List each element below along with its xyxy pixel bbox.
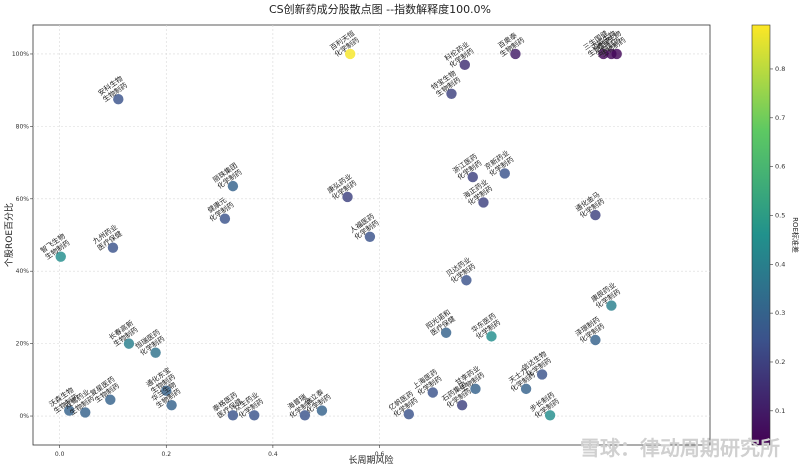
x-tick-label: 0.0 xyxy=(55,451,65,458)
x-axis-label: 长周期风险 xyxy=(348,454,393,466)
scatter-point xyxy=(427,387,439,398)
colorbar-tick-label: 0.3 xyxy=(775,309,785,317)
scatter-point xyxy=(161,385,172,396)
y-tick-label: 40% xyxy=(16,268,30,275)
y-tick-label: 100% xyxy=(12,51,29,58)
colorbar-ticks: 0.1 0.2 0.3 0.4 0.5 0.6 0.7 0.8 xyxy=(770,65,785,415)
scatter-point xyxy=(113,94,124,105)
scatter-point xyxy=(459,59,470,71)
scatter-point xyxy=(544,410,556,421)
colorbar-label: ROE标准差 xyxy=(791,217,800,253)
chart-title: CS创新药成分股散点图 --指数解释度100.0% xyxy=(269,2,491,16)
scatter-point xyxy=(611,48,622,60)
y-tick-label: 20% xyxy=(16,341,30,348)
colorbar-tick-label: 0.5 xyxy=(775,211,785,219)
y-tick-label: 0% xyxy=(19,413,29,420)
scatter-point xyxy=(510,48,521,60)
scatter-point xyxy=(606,300,617,311)
data-points xyxy=(55,48,622,421)
scatter-point xyxy=(520,383,532,395)
colorbar-tick-label: 0.2 xyxy=(775,358,785,366)
colorbar-tick-label: 0.4 xyxy=(775,260,785,268)
watermark: 雪球：律动周期研究所 xyxy=(580,436,780,460)
scatter-point xyxy=(219,213,231,224)
scatter-point xyxy=(478,197,489,208)
scatter-point xyxy=(227,180,239,192)
scatter-point xyxy=(590,334,601,346)
scatter-point xyxy=(80,407,91,418)
x-tick-label: 0.6 xyxy=(375,451,385,458)
scatter-point xyxy=(316,405,328,416)
colorbar-tick-label: 0.7 xyxy=(775,114,785,122)
scatter-point xyxy=(467,171,478,183)
colorbar-tick-label: 0.1 xyxy=(775,407,785,415)
x-tick-label: 0.4 xyxy=(268,451,278,458)
scatter-point xyxy=(227,410,239,421)
scatter-point xyxy=(456,399,468,411)
scatter-point xyxy=(590,209,601,221)
colorbar-tick-label: 0.8 xyxy=(775,65,785,73)
scatter-point xyxy=(344,48,356,60)
scatter-point xyxy=(299,410,311,421)
scatter-point xyxy=(249,410,260,421)
scatter-point xyxy=(461,275,472,286)
scatter-point xyxy=(364,231,376,243)
scatter-point xyxy=(64,405,75,416)
y-tick-label: 80% xyxy=(16,123,30,130)
colorbar-tick-label: 0.6 xyxy=(775,163,785,171)
axis-ticks: 0.0 0.2 0.4 0.6 0% 20% 40% 60% 80% 100% xyxy=(12,51,385,458)
grid xyxy=(33,25,710,445)
y-tick-label: 60% xyxy=(16,196,30,203)
scatter-point xyxy=(486,331,497,342)
scatter-point xyxy=(107,242,119,253)
colorbar xyxy=(751,24,771,446)
x-tick-label: 0.2 xyxy=(161,451,171,458)
scatter-point xyxy=(446,88,457,99)
scatter-point xyxy=(166,399,177,411)
scatter-point xyxy=(55,251,66,262)
scatter-point xyxy=(536,369,548,380)
scatter-point xyxy=(342,191,353,203)
scatter-point xyxy=(440,327,452,338)
scatter-point xyxy=(598,48,609,60)
scatter-point xyxy=(123,338,135,349)
scatter-point xyxy=(470,383,481,395)
scatter-point xyxy=(150,347,161,358)
scatter-point xyxy=(499,168,510,179)
scatter-point xyxy=(403,409,415,420)
scatter-point xyxy=(105,394,116,405)
y-axis-label: 个股ROE百分比 xyxy=(3,203,15,267)
